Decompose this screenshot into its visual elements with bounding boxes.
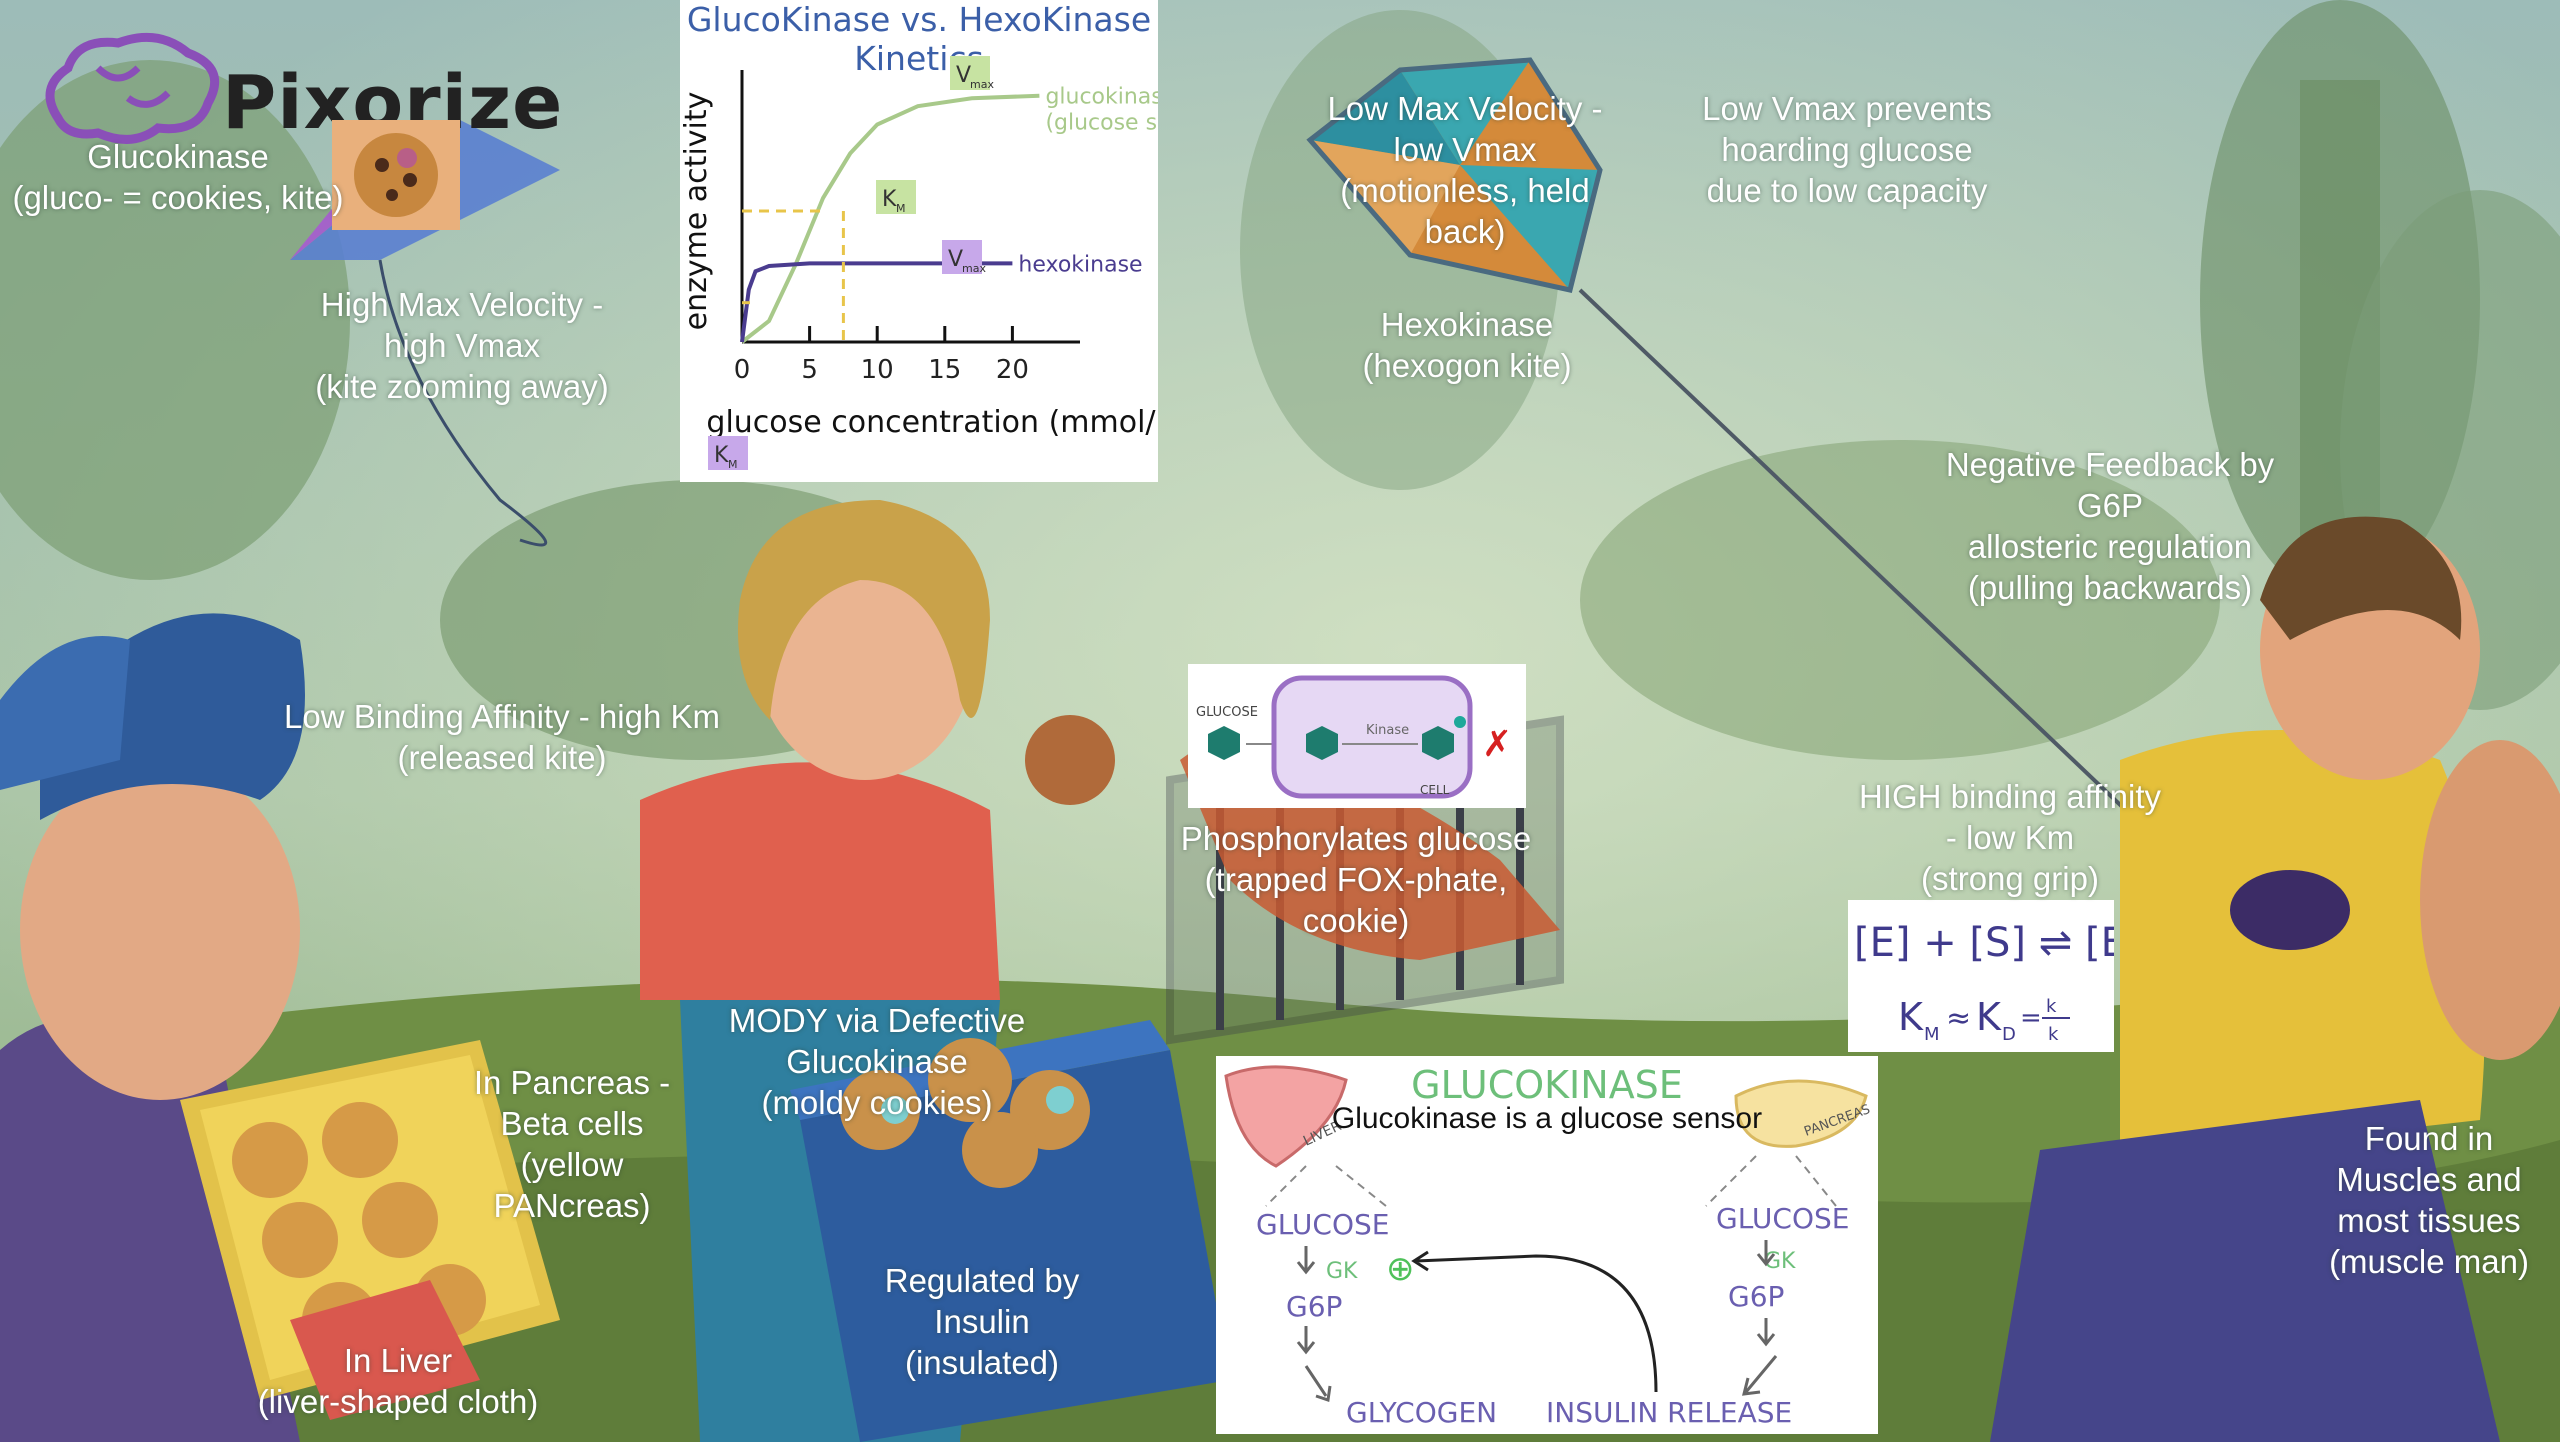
label-phosphorylates: Phosphorylates glucose (trapped FOX-phat… xyxy=(1180,820,1532,939)
left-g6p-label: G6P xyxy=(1286,1290,1342,1323)
series-label-1-0: hexokinase xyxy=(1018,252,1142,277)
label-mody: MODY via Defective Glucokinase (moldy co… xyxy=(728,1002,1026,1121)
label-glucokinase: Glucokinase (gluco- = cookies, kite) xyxy=(12,138,344,216)
gk-vmax-badge-sub: max xyxy=(970,78,994,91)
km-formula-card: [E] + [S] ⇌ [ES] K M ≈ K D = k k xyxy=(1848,900,2167,1052)
hk-vmax-badge-main: V xyxy=(948,247,963,272)
formula-line-1: [E] + [S] ⇌ [ES] xyxy=(1854,920,2114,966)
gk-diagram-title: GLUCOKINASE xyxy=(1411,1063,1683,1107)
pixorize-brain-icon xyxy=(45,32,220,144)
x-tick-label-0: 0 xyxy=(734,355,751,385)
muscle-man-figure xyxy=(1990,516,2560,1442)
liver-icon xyxy=(1224,1065,1348,1168)
glycogen-label: GLYCOGEN xyxy=(1346,1396,1497,1429)
label-hexokinase: Hexokinase (hexogon kite) xyxy=(1362,306,1572,384)
formula-km-sub: M xyxy=(1924,1024,1940,1045)
label-low-affinity: Low Binding Affinity - high Km (released… xyxy=(284,698,720,776)
series-label-0-1: (glucose sensor) xyxy=(1045,111,1158,136)
formula-k1: k xyxy=(2048,1024,2059,1045)
sensor-caption: Glucokinase is a glucose sensor xyxy=(1332,1102,1762,1135)
cell-phosphorylation-diagram: GLUCOSE Kinase CELL ✗ xyxy=(1188,664,1526,808)
gk-vmax-badge-main: V xyxy=(956,63,971,88)
label-low-vmax-prevents: Low Vmax prevents hoarding glucose due t… xyxy=(1702,90,1992,209)
hk-km-badge-main: K xyxy=(714,443,729,468)
glucokinase-sensor-diagram: GLUCOKINASE LIVER PANCREAS GLUCOSE G6P G… xyxy=(1216,1056,1878,1434)
sensor-caption-text: Glucokinase is a glucose sensor xyxy=(1332,1102,1762,1135)
right-g6p-label: G6P xyxy=(1728,1280,1784,1313)
kinetics-chart: GlucoKinase vs. HexoKinase Kinetics 0 5 10… xyxy=(680,0,1158,482)
hk-km-badge-sub: M xyxy=(728,458,738,471)
x-axis-label: glucose concentration (mmol/l) xyxy=(706,405,1158,440)
glucose-hexagon-icon xyxy=(1208,726,1240,760)
label-low-vmax: Low Max Velocity - low Vmax (motionless,… xyxy=(1327,90,1603,250)
formula-k-minus1: k xyxy=(2046,996,2057,1017)
hk-km-badge-box xyxy=(708,436,748,470)
x-tick-label-4: 20 xyxy=(996,355,1029,385)
phosphate-dot-icon xyxy=(1454,716,1466,728)
gk-km-badge-main: K xyxy=(882,187,897,212)
label-negative-feedback: Negative Feedback by G6P allosteric regu… xyxy=(1945,446,2275,606)
series-line-1 xyxy=(740,261,1013,343)
cell-diagram-enzyme-label: Kinase xyxy=(1366,723,1409,738)
formula-kd-sub: D xyxy=(2002,1024,2016,1045)
cell-diagram-glucose-label: GLUCOSE xyxy=(1196,705,1258,720)
hk-vmax-badge-box xyxy=(942,240,982,274)
label-high-affinity: HIGH binding affinity - low Km (strong g… xyxy=(1858,778,2162,897)
hexagon-kite-icon xyxy=(1306,57,1603,293)
x-tick-label-1: 5 xyxy=(801,355,818,385)
formula-km: K xyxy=(1898,995,1924,1039)
cell-membrane xyxy=(1271,675,1473,799)
series-label-0-0: glucokinase xyxy=(1045,85,1158,110)
formula-eq: = xyxy=(2020,1003,2042,1033)
right-glucose-label: GLUCOSE xyxy=(1716,1202,1849,1235)
kinetics-plot: 0 5 10 15 20 glucose concentration (mmol/l) en… xyxy=(680,56,1158,471)
blocked-x-icon: ✗ xyxy=(1482,724,1512,765)
formula-kd: K xyxy=(1976,995,2002,1039)
series-line-0 xyxy=(740,93,1040,344)
gk-km-badge-sub: M xyxy=(896,202,906,215)
label-pancreas: In Pancreas - Beta cells (yellow PANcrea… xyxy=(473,1064,671,1224)
insulated-cooler-icon xyxy=(790,1020,1230,1442)
x-tick-label-3: 15 xyxy=(928,355,961,385)
cookie-thumbnail xyxy=(332,120,460,230)
label-high-vmax: High Max Velocity - high Vmax (kite zoom… xyxy=(315,286,609,405)
substrate-hexagon-icon xyxy=(1306,726,1338,760)
label-muscles: Found in Muscles and most tissues (muscl… xyxy=(2329,1120,2529,1280)
cell-diagram-cell-label: CELL xyxy=(1420,783,1450,797)
left-gk-label: GK xyxy=(1326,1259,1358,1284)
pancreas-icon xyxy=(1734,1079,1868,1148)
insulin-release-label: INSULIN RELEASE xyxy=(1546,1396,1792,1429)
hk-vmax-badge-sub: max xyxy=(962,262,986,275)
plus-icon: ⊕ xyxy=(1386,1249,1415,1289)
gk-vmax-badge-box xyxy=(950,56,990,90)
gk-km-badge-box xyxy=(876,180,916,214)
x-tick-label-2: 10 xyxy=(861,355,894,385)
cookie-tray-icon xyxy=(180,1040,560,1420)
left-glucose-label: GLUCOSE xyxy=(1256,1208,1389,1241)
formula-approx: ≈ xyxy=(1946,1001,1971,1036)
label-insulin: Regulated by Insulin (insulated) xyxy=(884,1262,1080,1381)
man-with-cap-figure xyxy=(0,613,305,1442)
product-hexagon-icon xyxy=(1422,726,1454,760)
y-axis-label: enzyme activity xyxy=(680,92,714,331)
label-liver: In Liver (liver-shaped cloth) xyxy=(257,1342,539,1420)
